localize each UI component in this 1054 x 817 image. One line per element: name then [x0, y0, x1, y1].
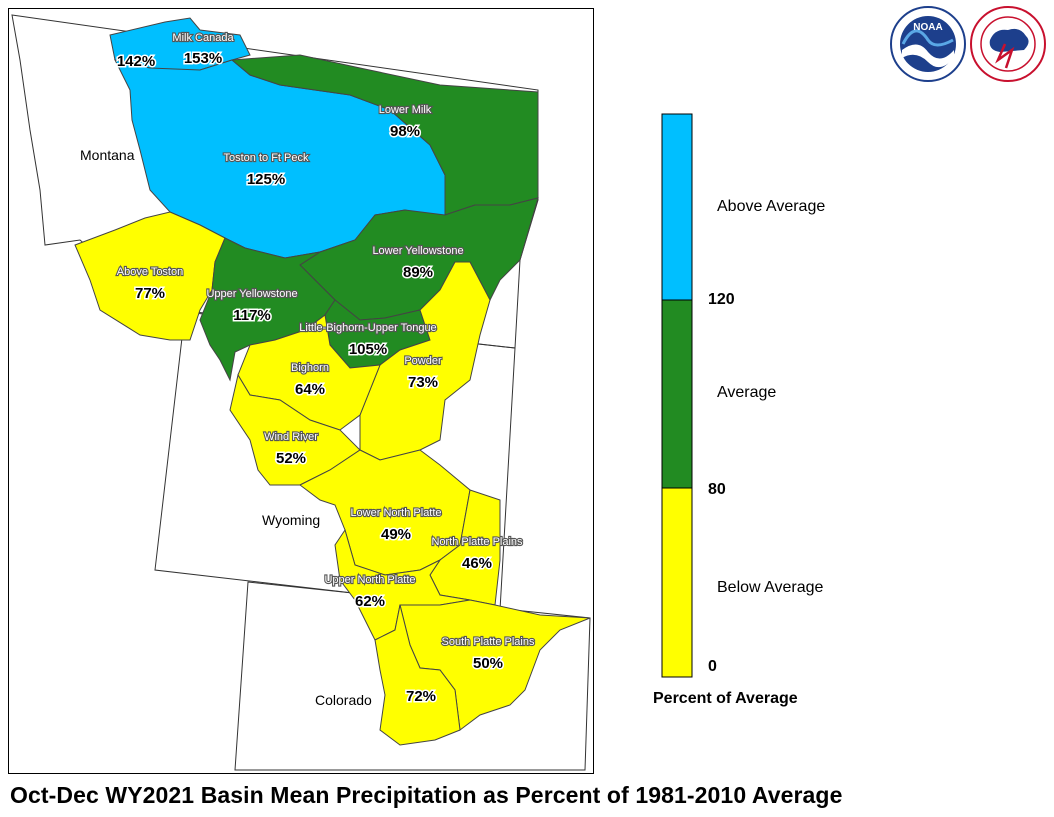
basin-percent-upper-north-platte: 62%	[355, 593, 385, 610]
basin-percent-lower-north-platte: 49%	[381, 526, 411, 543]
basin-percent-bighorn: 64%	[295, 381, 325, 398]
basin-name-lower-north-platte: Lower North Platte	[350, 507, 441, 519]
basin-shape-south-platte-mountains[interactable]	[374, 604, 461, 746]
basin-percent-milk-west: 142%	[117, 53, 155, 70]
basin-name-above-toston: Above Toston	[117, 266, 183, 278]
legend-bar	[661, 113, 693, 678]
basin-name-lower-milk: Lower Milk	[379, 104, 432, 116]
legend-tick-80: 80	[708, 481, 726, 498]
nws-logo	[970, 6, 1046, 82]
basin-percent-above-toston: 77%	[135, 285, 165, 302]
basin-name-wind-river: Wind River	[264, 431, 318, 443]
basin-name-toston-ft-peck: Toston to Ft Peck	[224, 152, 309, 164]
legend-swatch-above-average	[661, 113, 693, 301]
basin-percent-wind-river: 52%	[276, 450, 306, 467]
basin-percent-south-platte-mountains: 72%	[406, 688, 436, 705]
state-label-wyoming: Wyoming	[262, 512, 320, 528]
basin-percent-little-bighorn-upper-tongue: 105%	[349, 341, 387, 358]
svg-text:NOAA: NOAA	[913, 22, 942, 33]
legend-label-below-average: Below Average	[717, 579, 824, 596]
basin-percent-milk-canada: 153%	[184, 50, 222, 67]
basin-name-bighorn: Bighorn	[291, 362, 329, 374]
legend-tick-0: 0	[708, 658, 717, 675]
legend-title: Percent of Average	[653, 690, 798, 707]
basin-name-upper-yellowstone: Upper Yellowstone	[206, 288, 297, 300]
basin-percent-powder: 73%	[408, 374, 438, 391]
basins	[74, 17, 591, 746]
state-label-colorado: Colorado	[315, 692, 372, 708]
basin-name-north-platte-plains: North Platte Plains	[431, 536, 523, 548]
basin-percent-lower-yellowstone: 89%	[403, 264, 433, 281]
legend-swatch-average	[661, 299, 693, 489]
basin-percent-toston-ft-peck: 125%	[247, 171, 285, 188]
legend-label-average: Average	[717, 384, 777, 401]
map-title: Oct-Dec WY2021 Basin Mean Precipitation …	[10, 782, 843, 808]
basin-name-little-bighorn-upper-tongue: Little-Bighorn-Upper Tongue	[299, 322, 436, 334]
legend-swatch-below-average	[661, 487, 693, 678]
basin-name-powder: Powder	[404, 355, 442, 367]
basin-name-lower-yellowstone: Lower Yellowstone	[372, 245, 463, 257]
basin-name-milk-canada: Milk Canada	[172, 32, 234, 44]
state-labels: Montana Wyoming Colorado	[80, 147, 372, 708]
basin-name-south-platte-plains: South Platte Plains	[442, 636, 535, 648]
legend-label-above-average: Above Average	[717, 198, 826, 215]
basin-percent-lower-milk: 98%	[390, 123, 420, 140]
basin-percent-north-platte-plains: 46%	[462, 555, 492, 572]
basin-percent-upper-yellowstone: 117%	[233, 307, 271, 324]
basin-percent-south-platte-plains: 50%	[473, 655, 503, 672]
basin-labels: Milk Canada 153% 142% Toston to Ft Peck …	[115, 31, 536, 707]
basin-name-upper-north-platte: Upper North Platte	[324, 574, 415, 586]
state-label-montana: Montana	[80, 147, 135, 163]
noaa-logo: NOAA	[890, 6, 966, 82]
legend-tick-120: 120	[708, 291, 735, 308]
